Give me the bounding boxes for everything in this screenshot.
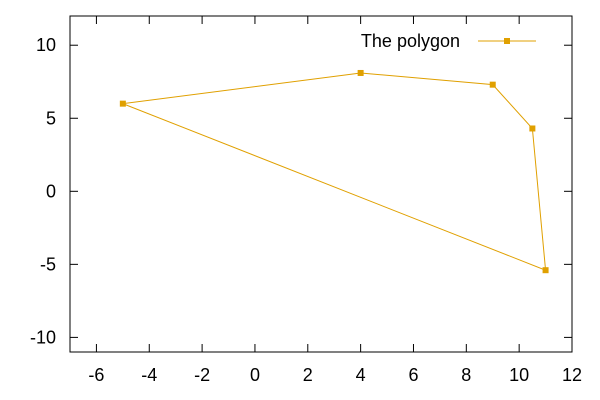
y-tick-label: 0 (46, 181, 56, 201)
series-line (122, 72, 547, 271)
x-tick-label: -6 (88, 365, 104, 385)
data-point (542, 267, 549, 274)
legend-label: The polygon (361, 31, 460, 51)
legend: The polygon (361, 31, 536, 51)
data-point (489, 81, 496, 88)
data-point (529, 125, 536, 132)
y-tick-label: 5 (46, 108, 56, 128)
x-tick-label: 10 (509, 365, 529, 385)
x-tick-label: 8 (461, 365, 471, 385)
data-point (119, 100, 126, 107)
x-tick-label: -2 (194, 365, 210, 385)
y-axis: -10 -5 0 5 10 (30, 35, 572, 347)
x-tick-label: 4 (356, 365, 366, 385)
x-tick-label: 2 (303, 365, 313, 385)
y-tick-label: -5 (40, 254, 56, 274)
x-tick-label: 12 (562, 365, 582, 385)
plot-area (69, 15, 573, 353)
data-point (357, 69, 364, 76)
x-tick-label: 0 (250, 365, 260, 385)
x-tick-label: 6 (408, 365, 418, 385)
x-tick-label: -4 (141, 365, 157, 385)
x-axis: -6 -4 -2 0 2 4 6 8 10 12 (88, 16, 582, 385)
legend-marker (504, 38, 510, 44)
y-tick-label: 10 (36, 35, 56, 55)
series-layer (119, 69, 549, 274)
y-tick-label: -10 (30, 327, 56, 347)
